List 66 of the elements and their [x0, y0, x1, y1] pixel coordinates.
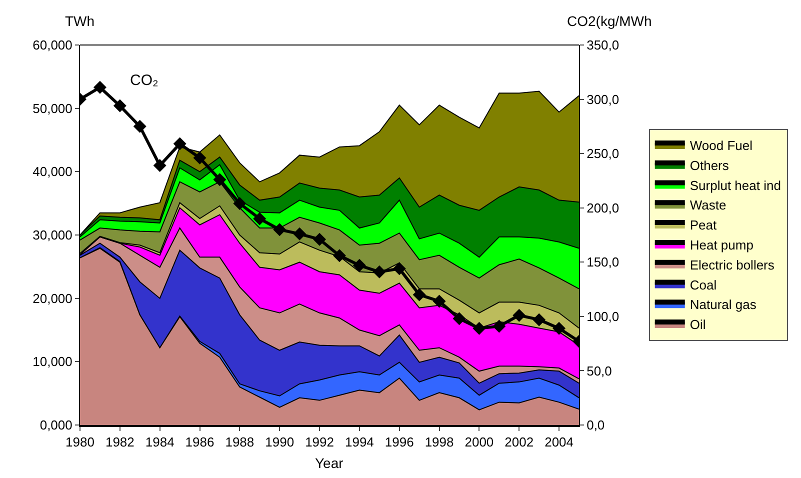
- y-tick-label: 40,000: [32, 164, 72, 180]
- y2-axis-title: CO2(kg/MWh: [567, 13, 652, 29]
- x-tick-label: 1998: [424, 434, 454, 450]
- point: [173, 137, 186, 150]
- x-tick-label: 2000: [464, 434, 494, 450]
- y-tick-label: 10,000: [32, 354, 72, 370]
- point: [472, 322, 486, 335]
- legend-label: Surplut heat ind: [690, 178, 781, 193]
- legend-label: Others: [690, 158, 730, 173]
- legend-label: Oil: [690, 317, 706, 332]
- y2-tick-label: 0,0: [586, 418, 605, 433]
- x-tick-label: 1986: [185, 434, 214, 450]
- legend-label: Wood Fuel: [690, 138, 753, 154]
- x-tick-label: 1980: [66, 434, 94, 450]
- point: [332, 249, 346, 262]
- y-tick-label: 20,000: [32, 290, 72, 306]
- x-tick-label: 1994: [344, 434, 374, 450]
- legend-label: Heat pump: [690, 238, 754, 253]
- x-tick-label: 1988: [225, 434, 254, 450]
- point: [213, 173, 226, 186]
- point: [412, 288, 426, 302]
- legend-label: Natural gas: [690, 297, 757, 312]
- y-tick-label: 60,000: [32, 38, 72, 53]
- point: [153, 159, 166, 172]
- point: [113, 99, 126, 112]
- point: [532, 313, 546, 326]
- x-tick-label: 1982: [105, 434, 134, 450]
- series-label: CO₂: [130, 72, 158, 89]
- y-tick-label: 30,000: [32, 228, 72, 243]
- point: [93, 80, 106, 94]
- x-tick-label: 2002: [504, 434, 534, 450]
- y2-tick-label: 300,0: [586, 92, 620, 107]
- point: [512, 308, 526, 322]
- point: [233, 197, 246, 210]
- x-tick-label: 1996: [384, 434, 414, 450]
- y2-tick-label: 50,0: [586, 363, 612, 378]
- y2-tick-label: 250,0: [586, 146, 620, 162]
- point: [492, 320, 506, 333]
- y2-tick-label: 100,0: [586, 308, 620, 324]
- legend-label: Waste: [690, 198, 726, 213]
- point: [372, 265, 386, 278]
- point: [452, 312, 466, 326]
- point: [273, 223, 286, 236]
- point: [352, 258, 366, 272]
- point: [392, 262, 406, 276]
- point: [432, 294, 446, 308]
- y-tick-label: 0,000: [40, 418, 72, 433]
- point: [293, 227, 306, 240]
- point: [193, 151, 206, 164]
- legend-label: Electric bollers: [690, 257, 775, 272]
- y2-tick-label: 150,0: [586, 254, 620, 270]
- point: [253, 212, 266, 226]
- x-tick-label: 1992: [305, 434, 334, 450]
- legend-label: Coal: [690, 277, 717, 292]
- y-axis-title: TWh: [65, 13, 95, 29]
- point: [133, 120, 146, 133]
- y2-tick-label: 350,0: [586, 38, 620, 53]
- x-tick-label: 1984: [145, 434, 174, 450]
- x-tick-label: 2004: [544, 434, 574, 450]
- point: [313, 232, 326, 246]
- y-tick-label: 50,000: [32, 100, 72, 116]
- x-tick-label: 1990: [265, 434, 294, 450]
- legend-label: Peat: [690, 218, 717, 233]
- point: [552, 322, 566, 335]
- x-axis-title: Year: [315, 455, 344, 471]
- y2-tick-label: 200,0: [586, 200, 620, 216]
